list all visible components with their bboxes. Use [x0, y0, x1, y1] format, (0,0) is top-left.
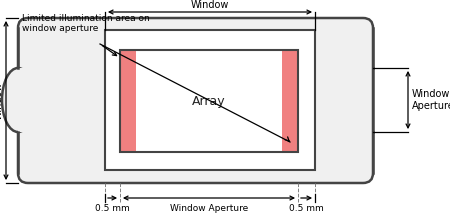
Ellipse shape	[2, 68, 34, 132]
Text: Array: Array	[192, 95, 226, 108]
FancyBboxPatch shape	[18, 18, 373, 183]
Text: 0.5 mm: 0.5 mm	[289, 204, 324, 213]
Text: Window
Aperture: Window Aperture	[412, 89, 450, 111]
Bar	[18, 68, 36, 132]
Text: Window Aperture: Window Aperture	[170, 204, 248, 213]
Bar	[120, 50, 136, 152]
Text: Window: Window	[0, 81, 4, 120]
Bar	[373, 68, 375, 132]
Bar	[105, 30, 315, 170]
Bar	[120, 50, 298, 152]
Text: Window: Window	[191, 0, 229, 10]
Bar	[282, 50, 298, 152]
Text: 0.5 mm: 0.5 mm	[95, 204, 130, 213]
Text: Limited illumination area on
window aperture: Limited illumination area on window aper…	[22, 14, 150, 33]
